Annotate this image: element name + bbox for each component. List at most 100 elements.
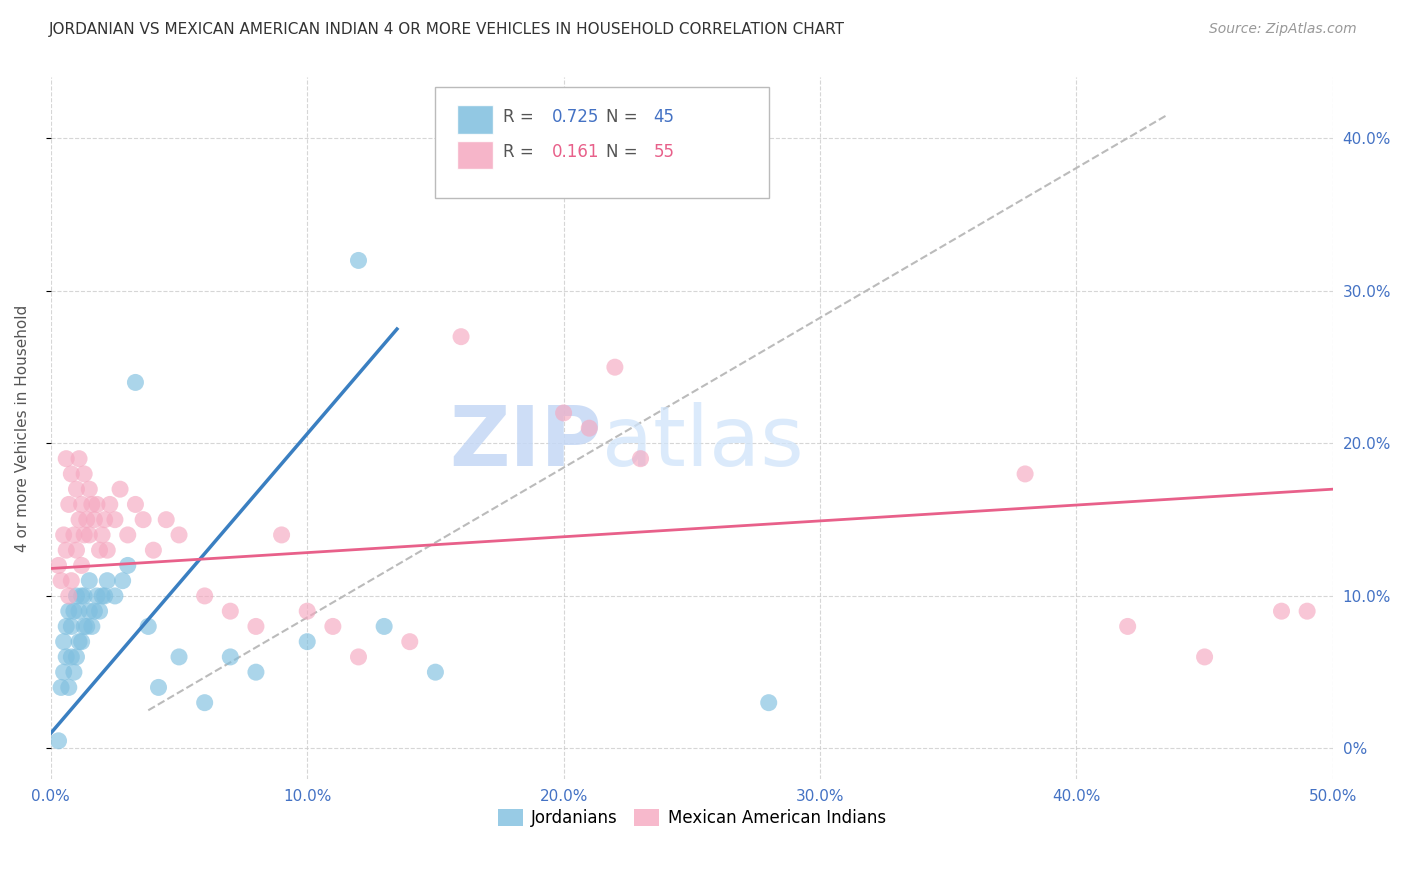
Point [52,634,75,648]
Point [148,681,170,695]
Text: 0.161: 0.161 [553,144,599,161]
Point [108,482,131,496]
Point [79,482,101,496]
Point [79,604,101,618]
Point [297,634,319,648]
Point [91,589,114,603]
FancyBboxPatch shape [436,87,769,198]
Point [55,619,77,633]
FancyBboxPatch shape [457,141,494,169]
Text: 55: 55 [654,144,675,161]
Point [63,665,86,680]
Point [1116,619,1139,633]
FancyBboxPatch shape [457,105,494,134]
Point [55,649,77,664]
Text: N =: N = [606,144,643,161]
Point [86,589,108,603]
Point [1194,649,1216,664]
Point [73,467,96,481]
Point [142,543,165,558]
Point [60,619,83,633]
Point [1014,467,1036,481]
Point [70,589,93,603]
Point [73,619,96,633]
Point [67,513,90,527]
Point [1296,604,1319,618]
Point [219,649,242,664]
Point [630,451,652,466]
Point [347,253,370,268]
Point [245,619,267,633]
Point [65,649,87,664]
Point [63,528,86,542]
Text: JORDANIAN VS MEXICAN AMERICAN INDIAN 4 OR MORE VEHICLES IN HOUSEHOLD CORRELATION: JORDANIAN VS MEXICAN AMERICAN INDIAN 4 O… [49,22,845,37]
Point [67,604,90,618]
Point [76,513,98,527]
Point [155,513,177,527]
Point [347,649,370,664]
Text: 45: 45 [654,109,675,127]
Point [52,665,75,680]
Point [65,589,87,603]
Point [96,543,118,558]
Point [83,604,105,618]
Point [373,619,395,633]
Point [93,589,115,603]
Point [578,421,600,435]
Point [398,634,420,648]
Point [70,558,93,573]
Point [55,451,77,466]
Point [70,498,93,512]
Point [219,604,242,618]
Point [758,696,780,710]
Legend: Jordanians, Mexican American Indians: Jordanians, Mexican American Indians [491,802,893,834]
Point [124,376,146,390]
Point [117,528,139,542]
Point [67,451,90,466]
Text: atlas: atlas [602,401,804,483]
Point [89,604,111,618]
Point [48,558,70,573]
Point [322,619,344,633]
Text: N =: N = [606,109,643,127]
Point [49,681,72,695]
Point [450,329,472,343]
Point [167,649,190,664]
Point [58,498,80,512]
Point [93,513,115,527]
Point [124,498,146,512]
Point [111,574,134,588]
Point [91,528,114,542]
Point [79,574,101,588]
Point [98,498,121,512]
Point [70,634,93,648]
Point [132,513,155,527]
Point [67,634,90,648]
Text: R =: R = [503,109,540,127]
Text: Source: ZipAtlas.com: Source: ZipAtlas.com [1209,22,1357,37]
Point [83,513,105,527]
Point [73,528,96,542]
Point [104,513,127,527]
Point [167,528,190,542]
Point [270,528,292,542]
Point [65,543,87,558]
Point [603,360,626,375]
Point [55,543,77,558]
Point [297,604,319,618]
Text: ZIP: ZIP [450,401,602,483]
Point [49,574,72,588]
Point [89,543,111,558]
Point [52,528,75,542]
Point [80,619,103,633]
Point [194,589,217,603]
Point [553,406,575,420]
Text: 0.725: 0.725 [553,109,599,127]
Y-axis label: 4 or more Vehicles in Household: 4 or more Vehicles in Household [15,304,30,552]
Point [63,604,86,618]
Point [136,619,159,633]
Point [104,589,127,603]
Point [60,467,83,481]
Point [86,498,108,512]
Point [60,649,83,664]
